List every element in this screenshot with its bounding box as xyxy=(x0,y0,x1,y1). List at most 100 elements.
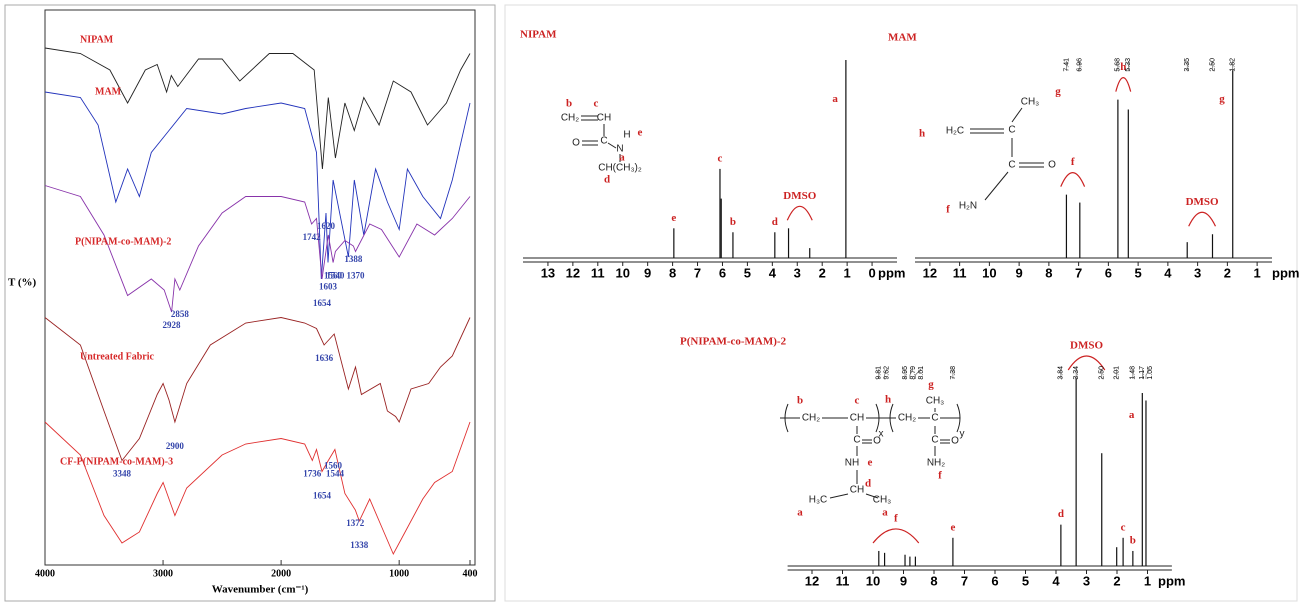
peak-label: 3348 xyxy=(113,469,132,479)
x-tick-label: 11 xyxy=(836,573,850,588)
x-tick-label: 7 xyxy=(961,573,968,588)
structure-text: CH₂ xyxy=(561,113,579,124)
structure-text: CH₂ xyxy=(898,413,916,424)
shift-label: 3.84 xyxy=(1058,366,1065,380)
structure-text: b xyxy=(566,98,572,110)
peak-label: 1370 xyxy=(346,271,365,281)
shift-label: 7.38 xyxy=(950,366,957,380)
annotation-arc xyxy=(1189,212,1216,226)
x-tick-label: 1 xyxy=(1254,265,1261,280)
peak-label: 1654 xyxy=(313,298,332,308)
structure-text: f xyxy=(938,470,942,482)
annotation-label: DMSO xyxy=(1070,340,1103,352)
structure-text: O xyxy=(873,436,881,447)
x-tick-label: 13 xyxy=(541,265,555,280)
structure-text: C xyxy=(931,435,938,446)
x-tick-label: 6 xyxy=(719,265,726,280)
annotation-arc xyxy=(787,206,812,220)
shift-label: 2.50 xyxy=(1099,366,1106,380)
peak-label: c xyxy=(718,152,723,164)
structure-text: NH₂ xyxy=(927,458,945,469)
x-tick-label: 9 xyxy=(1016,265,1023,280)
structure-text: CH xyxy=(850,413,864,424)
structure-text: a xyxy=(619,152,625,164)
structure-text: NH xyxy=(845,458,859,469)
nmr-panel xyxy=(505,5,1297,601)
x-tick-label: 2 xyxy=(819,265,826,280)
x-tick-label: 4 xyxy=(1164,265,1172,280)
series-label: CF-P(NIPAM-co-MAM)-3 xyxy=(60,456,173,467)
spectrum-line xyxy=(45,48,470,169)
structure-text: C xyxy=(853,435,860,446)
x-tick-label: 10 xyxy=(982,265,996,280)
x-tick-label: 11 xyxy=(953,265,967,280)
x-unit: ppm xyxy=(878,265,905,280)
peak-label: 1736 xyxy=(303,469,322,479)
x-tick-label: 9 xyxy=(900,573,907,588)
peak-label: 1544 xyxy=(326,469,345,479)
x-tick-label: 5 xyxy=(744,265,751,280)
x-tick-label: 5 xyxy=(1135,265,1142,280)
peak-label: 1372 xyxy=(346,518,365,528)
structure-text: c xyxy=(855,395,860,407)
shift-label: 1.05 xyxy=(1147,366,1154,380)
x-tick-label: 0 xyxy=(868,265,875,280)
spectrum-line xyxy=(45,186,470,313)
x-tick-label: 7 xyxy=(1075,265,1082,280)
x-unit: ppm xyxy=(1158,573,1185,588)
peak-label: 1742 xyxy=(303,232,322,242)
x-tick-label: 3 xyxy=(794,265,801,280)
peak-label: 1620 xyxy=(317,221,336,231)
shift-label: 1.17 xyxy=(1139,366,1146,380)
structure-text: CH(CH₃)₂ xyxy=(598,163,642,174)
peak-label: 2928 xyxy=(163,320,182,330)
annotation-label: DMSO xyxy=(783,190,816,202)
annotation-label: f xyxy=(894,512,898,524)
peak-label: d xyxy=(1058,508,1064,520)
spectrum-title: MAM xyxy=(888,32,917,44)
x-tick-label: 10 xyxy=(615,265,629,280)
x-tick-label: 12 xyxy=(805,573,819,588)
structure-text: e xyxy=(638,127,643,139)
x-tick-label: 3000 xyxy=(153,568,173,579)
shift-label: 1.48 xyxy=(1130,366,1137,380)
peak-label: 1388 xyxy=(344,254,363,264)
x-tick-label: 2 xyxy=(1113,573,1120,588)
series-label: Untreated Fabric xyxy=(80,351,155,362)
structure-text: g xyxy=(1055,86,1061,98)
x-tick-label: 4 xyxy=(769,265,777,280)
structure-bonds xyxy=(581,108,1044,498)
structure-text: a xyxy=(797,507,803,519)
x-tick-label: 7 xyxy=(694,265,701,280)
shift-label: 3.34 xyxy=(1073,366,1080,380)
structure-text: CH₃ xyxy=(873,495,892,506)
x-tick-label: 6 xyxy=(991,573,998,588)
x-tick-label: 12 xyxy=(566,265,580,280)
x-tick-label: 3 xyxy=(1083,573,1090,588)
shift-label: 1.82 xyxy=(1230,58,1237,72)
x-tick-label: 400 xyxy=(463,568,478,579)
peak-label: 1654 xyxy=(313,491,332,501)
structure-text: h xyxy=(885,394,891,406)
structure-text: d xyxy=(865,478,871,490)
structure-text: C xyxy=(1008,125,1015,136)
figure: T (%) Wavenumber (cm⁻¹) 4000300020001000… xyxy=(0,0,1300,606)
structure-text: H₂C xyxy=(946,126,964,137)
structure-text: a xyxy=(882,507,888,519)
annotation-arc xyxy=(1061,173,1085,187)
structure-text: H₃C xyxy=(809,495,828,506)
spectrum-title: P(NIPAM-co-MAM)-2 xyxy=(680,336,787,348)
x-unit: ppm xyxy=(1272,265,1299,280)
x-tick-label: 5 xyxy=(1022,573,1029,588)
shift-label: 3.35 xyxy=(1184,58,1191,72)
peak-label: e xyxy=(950,521,955,533)
peak-label: 2858 xyxy=(171,309,190,319)
structure-text: C xyxy=(931,413,938,424)
shift-label: 2.01 xyxy=(1114,366,1121,380)
structure-text: H₂N xyxy=(959,201,977,212)
x-tick-label: 10 xyxy=(866,573,880,588)
structure-text: CH₃ xyxy=(1021,97,1040,108)
peak-label: a xyxy=(1129,409,1135,421)
x-tick-label: 1000 xyxy=(389,568,409,579)
shift-label: 9.81 xyxy=(876,366,883,380)
